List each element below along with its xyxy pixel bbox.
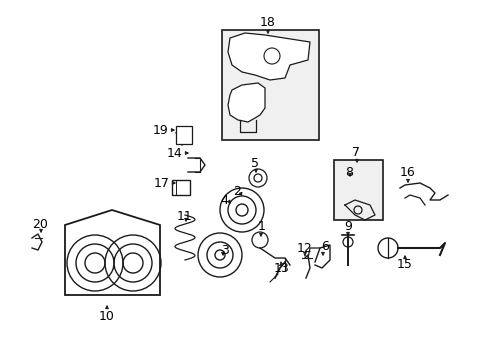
- Polygon shape: [65, 210, 160, 295]
- Text: 7: 7: [351, 145, 359, 158]
- Bar: [222, 30, 318, 140]
- Text: 17: 17: [154, 176, 170, 189]
- Bar: [172, 180, 190, 195]
- Text: 10: 10: [99, 310, 115, 323]
- Text: 4: 4: [220, 194, 227, 207]
- Bar: [176, 126, 192, 144]
- Polygon shape: [227, 83, 264, 122]
- Text: 8: 8: [345, 166, 352, 179]
- Text: 19: 19: [153, 123, 168, 136]
- Text: 16: 16: [399, 166, 415, 179]
- Bar: [333, 160, 382, 220]
- Text: 6: 6: [321, 239, 328, 252]
- Text: 13: 13: [274, 262, 289, 275]
- Text: 15: 15: [396, 257, 412, 270]
- Text: 5: 5: [250, 157, 259, 170]
- Polygon shape: [227, 33, 309, 80]
- Text: 18: 18: [260, 15, 275, 28]
- Text: 3: 3: [221, 243, 228, 257]
- Text: 11: 11: [177, 210, 192, 222]
- Text: 20: 20: [32, 217, 48, 230]
- Text: 14: 14: [167, 147, 183, 159]
- Text: 12: 12: [297, 242, 312, 255]
- Text: 1: 1: [258, 220, 265, 233]
- Text: 9: 9: [344, 220, 351, 233]
- Text: 2: 2: [233, 185, 241, 198]
